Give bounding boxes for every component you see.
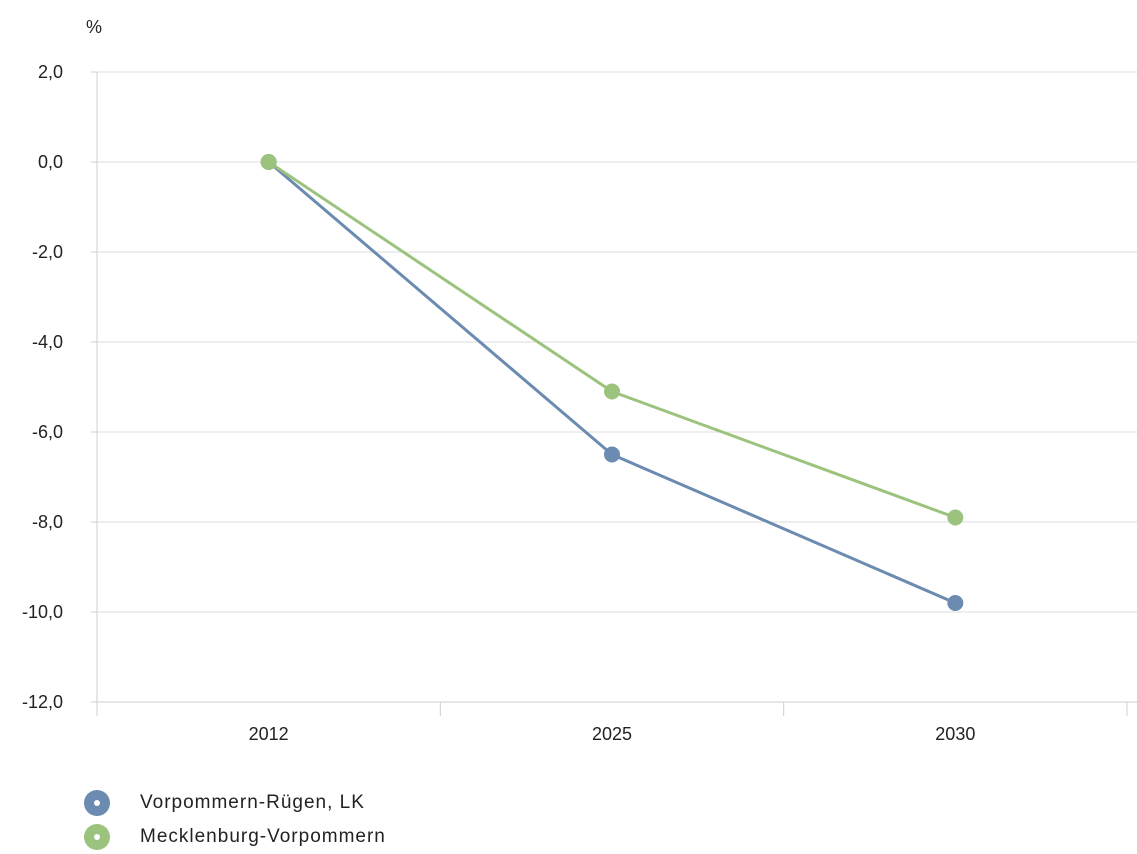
- legend-item-series-2[interactable]: Mecklenburg-Vorpommern: [84, 820, 386, 854]
- y-tick-label-7: -12,0: [22, 692, 63, 712]
- y-tick-label-4: -6,0: [32, 422, 63, 442]
- y-axis-unit-label: %: [86, 17, 102, 37]
- y-tick-label-2: -2,0: [32, 242, 63, 262]
- data-point-series-1-2030: [947, 595, 964, 611]
- x-tick-label-2012: 2012: [249, 724, 289, 744]
- data-point-series-2-2012: [260, 154, 277, 170]
- series-line-1: [267, 160, 956, 605]
- series-line-2: [267, 160, 956, 519]
- y-tick-label-5: -8,0: [32, 512, 63, 532]
- legend-item-series-1[interactable]: Vorpommern-Rügen, LK: [84, 786, 386, 820]
- legend-marker-series-1: [84, 790, 110, 816]
- y-tick-label-1: 0,0: [38, 152, 63, 172]
- data-point-series-1-2025: [604, 446, 620, 463]
- chart-canvas: % 2,0 0,0 -2,0 -4,0 -6,0 -8,0 -10,0 -12,0 2012 202…: [22, 17, 1137, 744]
- legend-label-series-1: Vorpommern-Rügen, LK: [140, 792, 365, 813]
- legend-marker-series-2: [84, 824, 110, 850]
- x-tick-label-2030: 2030: [935, 724, 975, 744]
- legend-label-series-2: Mecklenburg-Vorpommern: [140, 826, 386, 847]
- y-tick-label-6: -10,0: [22, 602, 63, 622]
- x-tick-label-2025: 2025: [592, 724, 632, 744]
- data-point-series-2-2025: [604, 383, 620, 400]
- y-tick-label-3: -4,0: [32, 332, 63, 352]
- chart-legend: Vorpommern-Rügen, LK Mecklenburg-Vorpomm…: [84, 786, 386, 854]
- data-point-series-2-2030: [947, 509, 964, 526]
- y-tick-label-0: 2,0: [38, 62, 63, 82]
